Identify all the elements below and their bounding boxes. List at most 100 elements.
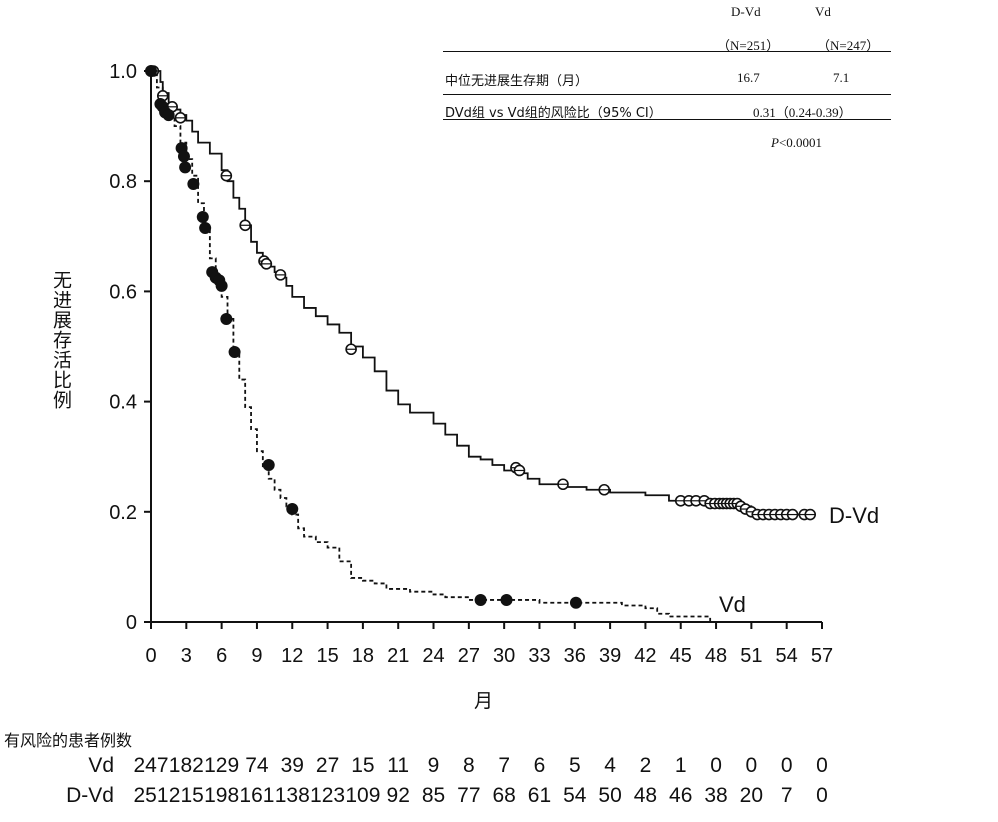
summary-col-header-dvd: D-Vd (731, 4, 761, 19)
x-tick-label: 6 (216, 645, 227, 667)
summary-col-header-vd: Vd (815, 4, 831, 19)
censor-marker-vd (179, 161, 192, 174)
risk-cell: 6 (533, 754, 546, 777)
risk-cell: 5 (568, 754, 581, 777)
risk-cell: 92 (386, 784, 410, 807)
risk-cell: 48 (633, 784, 658, 807)
x-tick-label: 27 (458, 645, 480, 667)
y-tick-label: 0.8 (109, 171, 137, 193)
y-tick-label: 0 (126, 612, 137, 634)
x-tick-label: 51 (740, 645, 762, 667)
summary-n-dvd: （N=251） (717, 38, 780, 53)
y-tick-label: 0.4 (109, 392, 137, 414)
censor-marker-vd (162, 109, 175, 122)
curve-vd (151, 70, 712, 622)
summary-rule-top (443, 51, 891, 52)
risk-cell: 27 (315, 754, 340, 777)
risk-cell: 215 (168, 784, 204, 807)
summary-table: D-Vd Vd （N=251） （N=247） 中位无进展生存期（月） 16.7… (443, 0, 891, 160)
x-tick-label: 12 (281, 645, 303, 667)
risk-row-vd: Vd 247 182 129 74 39 27 15 11 9 8 7 6 5 4 2 1 0 0 0 0 (0, 754, 998, 784)
risk-row-dvd: D-Vd 251 215 198 161 138 123 109 92 85 77 68 61 54 50… (0, 784, 998, 814)
x-tick-label: 3 (181, 645, 192, 667)
censor-marker-vd (199, 222, 212, 235)
risk-cell: 251 (133, 784, 169, 807)
x-axis-ticks: 0 3 6 9 12 15 18 21 24 27 30 33 36 39 42 45 48 51 54 57 (145, 622, 833, 667)
risk-cell: 138 (274, 784, 310, 807)
y-axis-label: 无进展存活比例 (50, 270, 72, 410)
risk-cell: 0 (710, 754, 722, 777)
risk-cell: 38 (704, 784, 728, 807)
axes (150, 67, 822, 623)
x-tick-label: 57 (811, 645, 833, 667)
risk-cell: 39 (280, 754, 304, 777)
risk-cell: 0 (816, 754, 828, 777)
censor-marker-vd (500, 593, 513, 606)
y-tick-label: 0.2 (109, 502, 137, 524)
censor-markers (145, 65, 817, 609)
risk-table-title: 有风险的患者例数 (4, 731, 133, 750)
risk-cell: 123 (310, 784, 346, 807)
censor-marker-vd (262, 458, 275, 471)
risk-row-label: Vd (88, 754, 114, 777)
censor-marker-vd (187, 177, 200, 190)
risk-cell: 1 (674, 754, 687, 777)
risk-cell: 15 (351, 754, 375, 777)
x-tick-label: 45 (670, 645, 692, 667)
censor-marker-vd (286, 503, 299, 516)
series-label-vd: Vd (719, 592, 746, 617)
p-symbol: P (771, 135, 779, 150)
x-tick-label: 33 (528, 645, 550, 667)
risk-cell: 198 (204, 784, 240, 807)
risk-cell: 0 (816, 784, 828, 807)
risk-cell: 182 (168, 754, 204, 777)
risk-cell: 46 (669, 784, 693, 807)
censor-marker-vd (196, 211, 209, 224)
risk-cell: 61 (527, 784, 552, 807)
summary-row2-label: DVd组 vs Vd组的风险比（95% CI） (445, 106, 662, 121)
x-tick-label: 54 (776, 645, 798, 667)
x-tick-label: 24 (422, 645, 444, 667)
risk-cell: 161 (239, 784, 275, 807)
x-tick-label: 39 (599, 645, 621, 667)
p-value-text: <0.0001 (778, 135, 823, 150)
censor-marker-vd (220, 312, 233, 325)
x-tick-label: 18 (352, 645, 374, 667)
x-tick-label: 36 (564, 645, 586, 667)
risk-cell: 129 (204, 754, 240, 777)
risk-cell: 11 (387, 754, 410, 777)
risk-cell: 85 (421, 784, 446, 807)
summary-row1-dvd: 16.7 (737, 70, 760, 85)
x-tick-label: 42 (634, 645, 656, 667)
x-axis-label: 月 (474, 690, 494, 712)
x-tick-label: 9 (251, 645, 262, 667)
risk-cell: 0 (780, 754, 793, 777)
censor-marker-vd (177, 150, 190, 163)
x-tick-label: 30 (493, 645, 515, 667)
risk-cell: 2 (639, 754, 652, 777)
curves (151, 70, 811, 622)
censor-marker-vd (145, 65, 157, 77)
summary-rule-bottom (443, 119, 891, 120)
summary-n-vd: （N=247） (817, 38, 880, 53)
risk-cell: 77 (457, 784, 481, 807)
y-tick-label: 1.0 (109, 61, 137, 83)
risk-cell: 74 (245, 754, 269, 777)
x-tick-label: 48 (705, 645, 727, 667)
censor-marker-vd (215, 279, 228, 292)
series-label-dvd: D-Vd (829, 503, 879, 528)
risk-cell: 247 (133, 754, 169, 777)
risk-cell: 20 (739, 784, 764, 807)
summary-rule-mid (443, 94, 891, 95)
risk-cell: 68 (492, 784, 516, 807)
summary-p-value: P<0.0001 (771, 135, 822, 151)
censor-marker-vd (228, 346, 241, 359)
censor-marker-vd (474, 593, 487, 606)
summary-row1-label: 中位无进展生存期（月） (445, 74, 589, 89)
summary-row1-vd: 7.1 (833, 70, 850, 85)
y-axis-ticks: 0 0.2 0.4 0.6 0.8 1.0 (109, 61, 151, 634)
risk-cell: 8 (462, 754, 475, 777)
risk-cell: 9 (427, 754, 440, 777)
summary-row2-value: 0.31（0.24-0.39） (753, 105, 852, 120)
risk-cell: 4 (604, 754, 616, 777)
